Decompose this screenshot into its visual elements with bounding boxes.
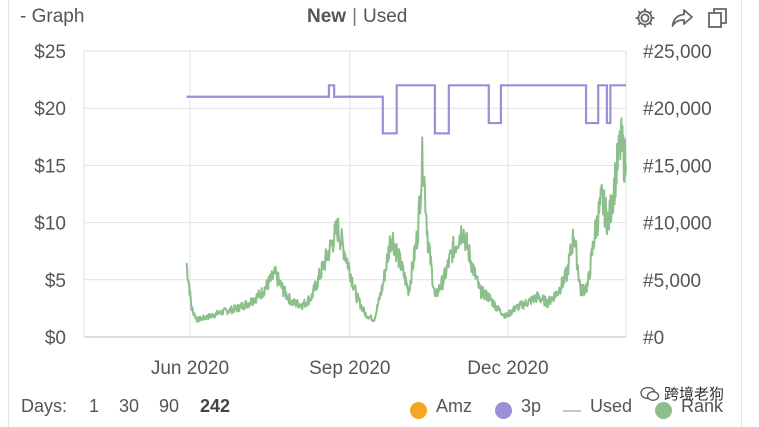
- legend-3p-label[interactable]: 3p: [521, 396, 542, 416]
- legend-3p-swatch: [495, 402, 512, 419]
- graph-panel: [8, 0, 742, 427]
- days-option-30[interactable]: 30: [119, 396, 140, 416]
- days-option-1[interactable]: 1: [89, 396, 100, 416]
- y-right-tick-label: #15,000: [643, 156, 712, 177]
- chart-grid: [83, 50, 627, 338]
- y-left-tick-label: $5: [45, 271, 66, 292]
- graph-footer: Days: 1 30 90 242 Amz 3p Used Rank: [0, 392, 759, 422]
- y-left-tick-label: $10: [34, 214, 66, 235]
- days-label: Days:: [21, 396, 68, 416]
- y-left-tick-label: $25: [34, 42, 66, 63]
- legend-amz-swatch: [410, 402, 427, 419]
- y-right-tick-label: #0: [643, 328, 664, 349]
- y-right-tick-label: #25,000: [643, 42, 712, 63]
- mode-new-option[interactable]: New: [307, 6, 347, 27]
- y-left-tick-label: $15: [34, 156, 66, 177]
- x-tick-label: Jun 2020: [151, 358, 229, 379]
- x-tick-label: Dec 2020: [467, 358, 548, 379]
- legend-used-label[interactable]: Used: [590, 396, 633, 416]
- share-icon[interactable]: [670, 6, 694, 30]
- days-option-242[interactable]: 242: [200, 396, 231, 416]
- x-tick-label: Sep 2020: [309, 358, 390, 379]
- graph-collapse-toggle[interactable]: - Graph: [20, 6, 85, 27]
- mode-used-option[interactable]: Used: [363, 6, 408, 27]
- graph-header: - Graph New | Used: [0, 0, 759, 36]
- mode-separator: |: [352, 6, 358, 27]
- y-right-tick-label: #10,000: [643, 214, 712, 235]
- gear-icon[interactable]: [633, 6, 657, 30]
- price-rank-chart: $0 #0 $5 #5,000 $10 #10,000 $15 #15,000 $20 #20,0…: [34, 42, 711, 379]
- copy-icon[interactable]: [706, 6, 730, 30]
- wechat-icon: [640, 386, 660, 401]
- y-right-tick-label: #20,000: [643, 99, 712, 120]
- series-rank-line: [185, 117, 627, 323]
- watermark-text: 跨境老狗: [664, 386, 725, 403]
- days-option-90[interactable]: 90: [159, 396, 180, 416]
- y-right-tick-label: #5,000: [643, 271, 701, 292]
- legend-used-swatch: [563, 410, 581, 412]
- chart-series: [185, 84, 627, 323]
- series-3p-line: [186, 84, 626, 135]
- legend-rank-swatch: [655, 402, 672, 419]
- legend-rank-label[interactable]: Rank: [681, 396, 724, 416]
- y-left-tick-label: $0: [45, 328, 66, 349]
- chart-axes: $0 #0 $5 #5,000 $10 #10,000 $15 #15,000 $20 #20,0…: [34, 42, 711, 379]
- condition-switch: New | Used: [307, 6, 407, 28]
- y-left-tick-label: $20: [34, 99, 66, 120]
- legend-amz-label[interactable]: Amz: [436, 396, 472, 416]
